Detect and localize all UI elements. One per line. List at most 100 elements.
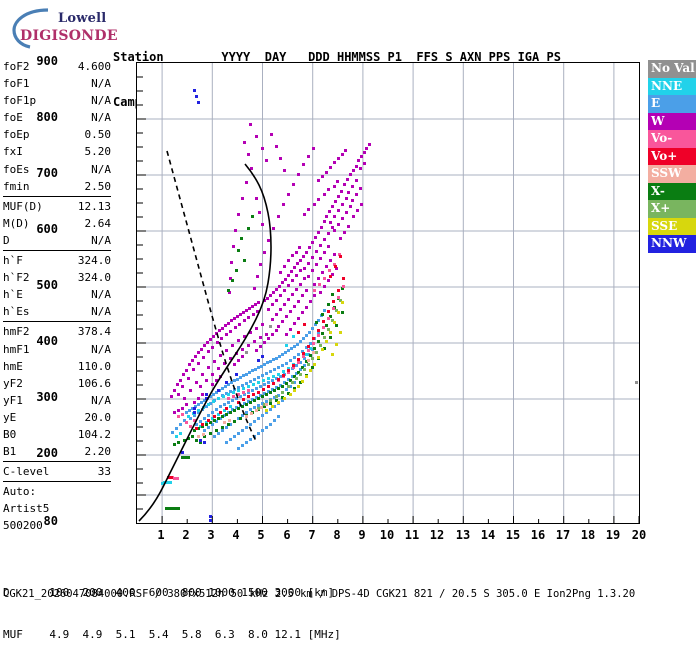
echo-scatter-w [170,123,371,414]
param-row: yF2 106.6 [3,375,111,392]
param-key: MUF(D) [3,199,43,213]
param-key: fmin [3,179,30,193]
param-row: hmF2 378.4 [3,323,111,340]
param-key: foEs [3,162,30,176]
param-value: N/A [91,162,111,176]
y-tick-label-600: 600 [36,222,58,236]
param-value: 2.50 [84,179,112,193]
param-key: foF2 [3,60,30,73]
echo-scatter-e [171,309,326,450]
param-key: B0 [3,427,17,441]
legend-item-w[interactable]: W [648,112,696,130]
param-key: h`F [3,254,23,268]
legend-label: SSW [651,166,682,180]
param-value: 324.0 [77,271,111,285]
x-tick-label-20: 20 [631,528,647,542]
param-value: N/A [91,111,111,125]
x-tick-label-19: 19 [605,528,621,542]
legend-label: Vo- [651,131,673,145]
param-key: B1 [3,445,17,459]
legend-label: E [651,96,661,110]
param-value: N/A [91,305,111,319]
legend-item-nne[interactable]: NNE [648,77,696,95]
param-row: M(D) 2.64 [3,215,111,232]
echo-scatter-vo-plus [167,255,345,479]
param-value: 0.50 [84,128,112,142]
echo-scatter-ssw [197,351,315,438]
x-tick-label-10: 10 [379,528,395,542]
legend-item-sse[interactable]: SSE [648,217,696,235]
param-value: 5.20 [84,145,112,159]
echo-scatter-x-minus [165,215,344,510]
auto-algorithm: Artist5 [3,502,50,516]
legend-item-ssw[interactable]: SSW [648,165,696,183]
x-tick-label-16: 16 [530,528,546,542]
param-row: h`F 324.0 [3,252,111,269]
param-group-profile: hmF2 378.4 hmF1 N/A hmE 110.0 yF2 106.6 yF1 N… [3,323,111,460]
x-tick-label-9: 9 [358,528,366,542]
param-row: fmin 2.50 [3,178,111,195]
legend-item-e[interactable]: E [648,95,696,113]
autoscaling-info: Auto: Artist5 500200 [3,483,111,534]
x-axis-ticks [161,516,639,523]
y-tick-label-400: 400 [36,334,58,348]
param-divider [3,195,111,197]
ionospheric-parameters-panel: foF2 4.600 foF1 N/A foF1p N/A foE N/A foEp 0.… [3,58,111,535]
param-row: fxI 5.20 [3,143,111,160]
x-tick-label-2: 2 [182,528,190,542]
param-value: 12.13 [77,199,111,213]
param-row: D N/A [3,232,111,249]
echo-class-legend: No Val NNE E W Vo- Vo+ SSW X- X+ SSE NNW [648,60,696,253]
y-tick-label-900: 900 [36,54,58,68]
param-value: 20.0 [84,410,112,424]
electron-density-profile-curve [138,163,272,522]
echo-scatter-sse [265,301,344,412]
param-key: hmE [3,359,23,373]
param-key: h`Es [3,305,30,319]
legend-item-x-minus[interactable]: X- [648,182,696,200]
logo-text-lowell: Lowell [58,11,107,26]
legend-item-nnw[interactable]: NNW [648,235,696,253]
param-key: foE [3,111,23,125]
param-value: N/A [91,288,111,302]
x-tick-label-17: 17 [555,528,571,542]
param-row: foEs N/A [3,161,111,178]
x-tick-label-4: 4 [232,528,240,542]
y-tick-label-80: 80 [43,514,58,528]
param-key: hmF2 [3,325,30,339]
param-value: 4.600 [77,60,111,73]
lowell-digisonde-logo: Lowell DIGISONDE [6,6,118,50]
param-value: N/A [91,393,111,407]
y-tick-label-500: 500 [36,278,58,292]
legend-item-no-val[interactable]: No Val [648,60,696,78]
muf-dashed-trace [166,150,258,444]
param-row: foF2 4.600 [3,58,111,75]
legend-item-x-plus[interactable]: X+ [648,200,696,218]
legend-item-vo-plus[interactable]: Vo+ [648,147,696,165]
auto-code: 500200 [3,519,43,533]
param-value: N/A [91,233,111,247]
echo-scatter-noval [245,325,638,384]
y-tick-label-200: 200 [36,446,58,460]
param-key: yE [3,410,17,424]
param-value: N/A [91,342,111,356]
source-file-info: CGK21_2026047084000.RSF / 380fx512h 50 k… [3,588,636,600]
ionogram-plot-area[interactable] [136,62,640,524]
x-tick-label-18: 18 [580,528,596,542]
param-row: MUF(D) 12.13 [3,198,111,215]
param-row: B1 2.20 [3,443,111,460]
echo-scatter-vo-minus [171,253,345,480]
param-row: foEp 0.50 [3,126,111,143]
param-value: 110.0 [77,359,111,373]
y-tick-label-800: 800 [36,110,58,124]
param-row: foF1 N/A [3,75,111,92]
param-key: C-level [3,465,50,479]
echo-scatter-nne [161,335,312,485]
logo-arc-icon [12,8,49,49]
param-value: N/A [91,77,111,91]
param-row: h`Es N/A [3,303,111,320]
legend-item-vo-minus[interactable]: Vo- [648,130,696,148]
param-value: 2.20 [84,445,112,459]
x-tick-label-13: 13 [455,528,471,542]
param-key: h`F2 [3,271,30,285]
